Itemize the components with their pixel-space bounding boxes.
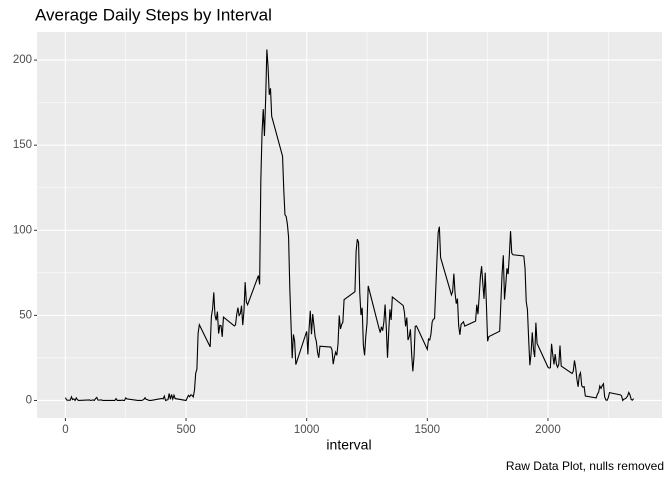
x-tick-label: 500: [176, 424, 195, 436]
x-axis-title: interval: [326, 437, 371, 453]
y-tick-label: 100: [13, 224, 32, 236]
y-tick-label: 150: [13, 139, 32, 151]
y-tick-label: 50: [19, 309, 32, 321]
x-tick-label: 1000: [294, 424, 320, 436]
panel: [37, 32, 662, 418]
line: [64, 49, 635, 402]
y-tick-label: 0: [26, 395, 32, 407]
x-tick-label: 1500: [415, 424, 441, 436]
caption: Raw Data Plot, nulls removed: [506, 459, 664, 473]
x-tick-label: 2000: [535, 424, 561, 436]
x-tick-label: 0: [62, 424, 68, 436]
chart-title: Average Daily Steps by Interval: [35, 5, 272, 24]
y-tick-label: 200: [13, 54, 32, 66]
